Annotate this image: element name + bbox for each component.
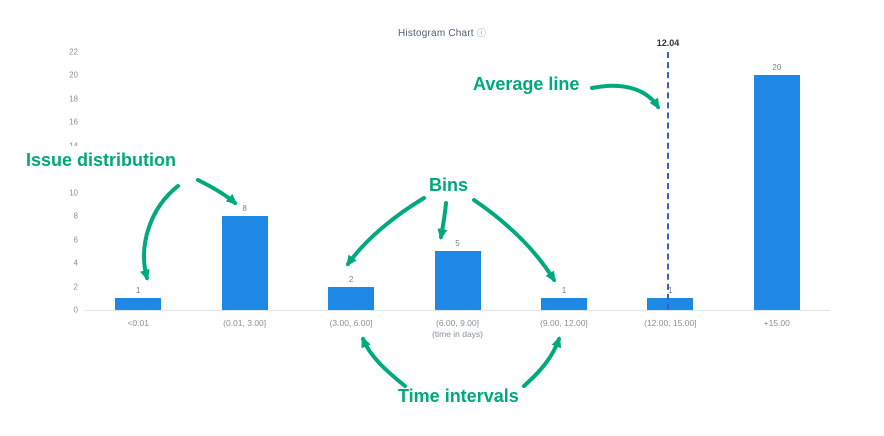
y-tick-label-6: 6: [73, 235, 78, 245]
y-tick-label-0: 0: [73, 305, 78, 315]
x-tick-label-5: (12.00, 15.00]: [644, 318, 697, 328]
chart-title: Histogram Chart ⓘ: [0, 26, 884, 39]
histogram-bar-1[interactable]: [221, 216, 268, 310]
bar-value-label-5: 1: [668, 286, 673, 296]
x-tick-label-0: <0.01: [127, 318, 149, 328]
histogram-bar-3[interactable]: [434, 251, 481, 310]
annotation-issue-distribution: Issue distribution: [20, 146, 183, 175]
bar-value-label-3: 5: [455, 239, 460, 249]
x-tick-label-2: (3.00, 6.00]: [329, 318, 373, 328]
annotation-average-line: Average line: [473, 74, 580, 94]
annotation-time-intervals: Time intervals: [398, 386, 519, 406]
chart-title-text: Histogram Chart: [397, 28, 474, 39]
x-tick-label-3: (6.00, 9.00]: [435, 318, 480, 328]
x-axis-title: (time in days): [431, 329, 483, 339]
histogram-bar-5[interactable]: [647, 298, 694, 310]
x-tick-label-6: +15.00: [763, 318, 790, 328]
bar-value-label-6: 20: [772, 63, 782, 73]
info-icon[interactable]: ⓘ: [476, 28, 486, 38]
average-line-value-label: 12.04: [656, 38, 680, 48]
y-tick-label-14: 14: [48, 141, 78, 150]
x-tick-label-1: (0.01, 3.00]: [223, 318, 267, 328]
bar-value-label-1: 8: [242, 204, 247, 214]
bar-value-label-4: 1: [561, 286, 567, 296]
bar-value-label-0: 1: [135, 286, 141, 296]
annotation-bins: Bins: [429, 175, 469, 195]
y-tick-label-2: 2: [73, 282, 78, 292]
histogram-bar-2[interactable]: [328, 286, 375, 310]
histogram-bar-4[interactable]: [540, 298, 587, 310]
y-tick-label-10: 10: [69, 188, 78, 198]
histogram-bar-6[interactable]: [753, 75, 800, 310]
x-axis-baseline: [85, 310, 830, 311]
y-tick-label-16: 16: [69, 117, 78, 127]
y-tick-label-4: 4: [73, 258, 78, 268]
y-tick-label-8: 8: [73, 211, 78, 221]
y-tick-label-22: 22: [69, 47, 78, 57]
average-line: [667, 52, 669, 310]
histogram-bar-0[interactable]: [115, 298, 162, 310]
y-tick-label-20: 20: [69, 70, 78, 80]
bar-value-label-2: 2: [348, 274, 354, 284]
y-tick-label-18: 18: [69, 94, 78, 104]
x-tick-label-4: (9.00, 12.00]: [540, 318, 588, 328]
